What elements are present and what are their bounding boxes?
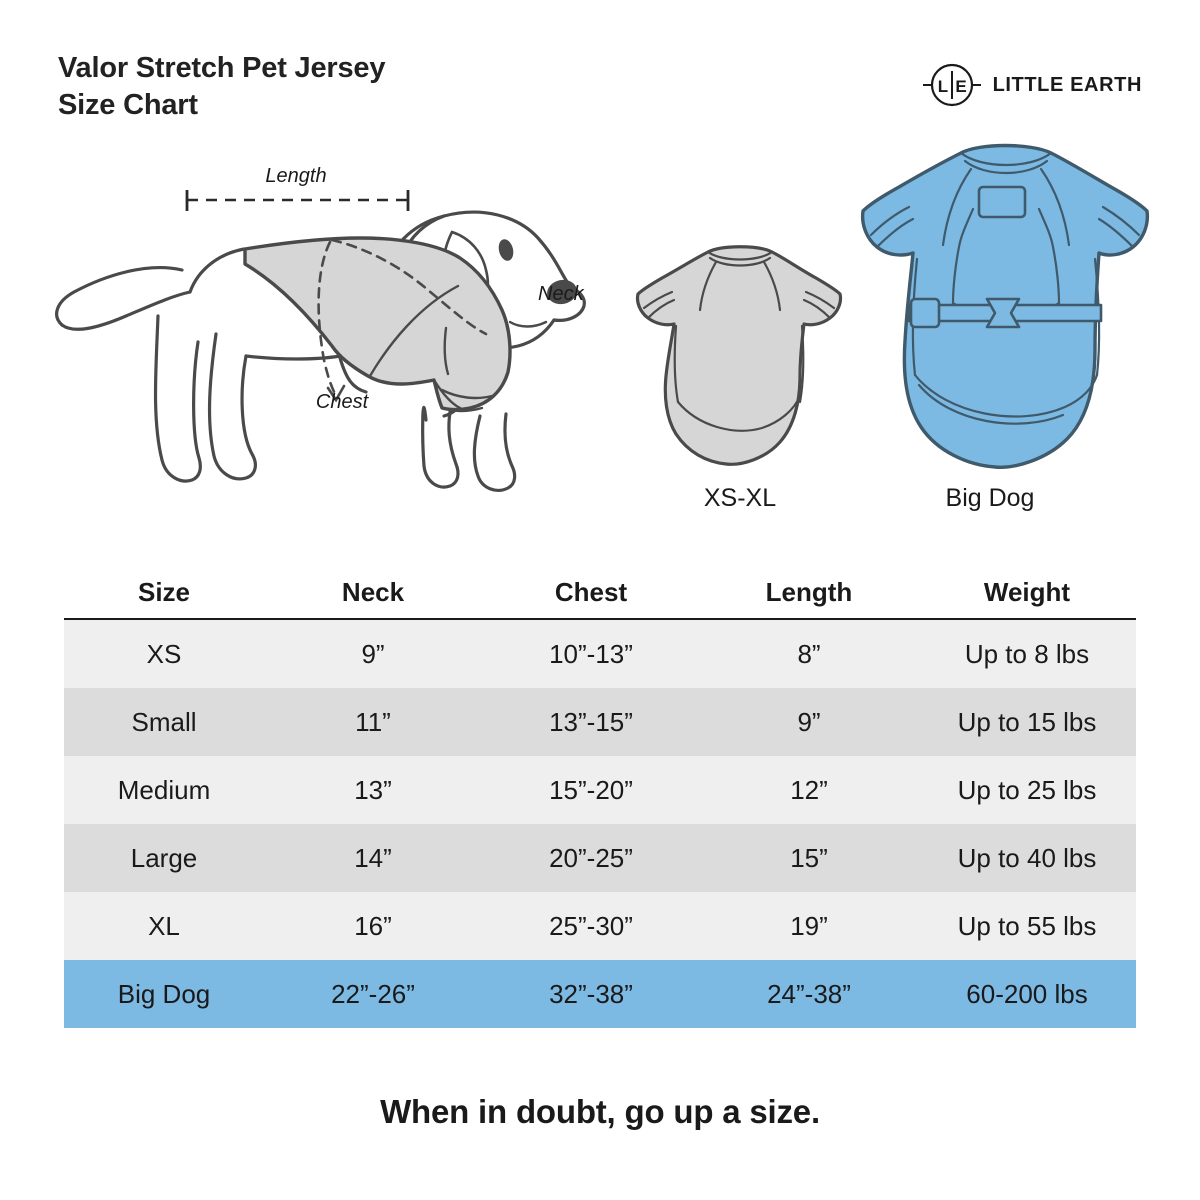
cell-neck: 14” (354, 842, 392, 873)
xs-xl-jersey-illustration (635, 245, 843, 466)
cell-length: 15” (790, 842, 828, 873)
dog-eye-icon (498, 239, 514, 261)
cell-chest: 13”-15” (549, 706, 633, 737)
cell-size: Big Dog (117, 978, 211, 1009)
cell-neck: 11” (355, 706, 391, 737)
neck-label: Neck (538, 283, 585, 305)
cell-weight: Up to 40 lbs (957, 842, 1097, 873)
cell-chest: 25”-30” (549, 910, 633, 941)
cell-chest: 10”-13” (549, 638, 633, 669)
cell-size: Large (130, 842, 198, 873)
cell-length: 8” (797, 638, 821, 669)
chest-label: Chest (316, 391, 370, 413)
dog-measurement-diagram: Length Neck Chest (55, 165, 586, 492)
svg-text:E: E (955, 77, 966, 96)
cell-size: XL (148, 910, 180, 941)
column-header-weight: Weight (983, 576, 1071, 607)
neck-buckle-icon (977, 185, 1027, 219)
footer-note: When in doubt, go up a size. (380, 1093, 820, 1130)
cell-size: XS (146, 638, 182, 669)
cell-weight: Up to 15 lbs (957, 706, 1097, 737)
column-header-size: Size (137, 576, 191, 607)
cell-neck: 9” (361, 638, 385, 669)
belt-strap-icon (907, 297, 1103, 329)
cell-size: Medium (117, 774, 211, 805)
cell-neck: 13” (354, 774, 392, 805)
caption-xs-xl: XS-XL (703, 484, 777, 512)
cell-weight: 60-200 lbs (966, 978, 1088, 1009)
cell-weight: Up to 55 lbs (957, 910, 1097, 941)
page-title: Valor Stretch Pet Jersey Size Chart (58, 52, 386, 122)
cell-size: Small (131, 706, 197, 737)
neck-measure-line (330, 238, 488, 336)
column-header-neck: Neck (341, 576, 405, 607)
cell-chest: 20”-25” (549, 842, 633, 873)
cell-length: 9” (797, 706, 821, 737)
table-row: XS 9” 10”-13” 8” Up to 8 lbs (64, 620, 1136, 688)
dog-jersey-shape (243, 236, 512, 412)
size-table: Size Neck Chest Length Weight XS 9” 10”-… (64, 566, 1136, 1028)
cell-neck: 22”-26” (331, 978, 415, 1009)
svg-text:L: L (937, 77, 947, 96)
length-measure-line (185, 190, 410, 211)
table-row: Small 11” 13”-15” 9” Up to 15 lbs (64, 688, 1136, 756)
cell-neck: 16” (354, 910, 392, 941)
cell-chest: 32”-38” (549, 978, 633, 1009)
table-row: Medium 13” 15”-20” 12” Up to 25 lbs (64, 756, 1136, 824)
dog-nose-icon (547, 279, 577, 305)
chest-measure-line (317, 240, 338, 398)
table-row: Large 14” 20”-25” 15” Up to 40 lbs (64, 824, 1136, 892)
cell-length: 12” (790, 774, 828, 805)
column-header-length: Length (765, 576, 853, 607)
cell-chest: 15”-20” (549, 774, 633, 805)
caption-big-dog: Big Dog (945, 484, 1035, 512)
cell-weight: Up to 8 lbs (964, 638, 1090, 669)
brand-logo: L E LITTLE EARTH (922, 63, 1142, 107)
column-header-chest: Chest (554, 576, 628, 607)
table-row: XL 16” 25”-30” 19” Up to 55 lbs (64, 892, 1136, 960)
little-earth-monogram-icon: L E (922, 63, 981, 107)
table-row-big-dog: Big Dog 22”-26” 32”-38” 24”-38” 60-200 l… (64, 960, 1136, 1028)
table-header-row: Size Neck Chest Length Weight (64, 566, 1136, 620)
cell-length: 24”-38” (767, 978, 851, 1009)
big-dog-jersey-illustration (860, 143, 1150, 469)
cell-weight: Up to 25 lbs (957, 774, 1097, 805)
brand-name: LITTLE EARTH (992, 73, 1142, 96)
length-label: Length (265, 165, 326, 187)
cell-length: 19” (790, 910, 828, 941)
